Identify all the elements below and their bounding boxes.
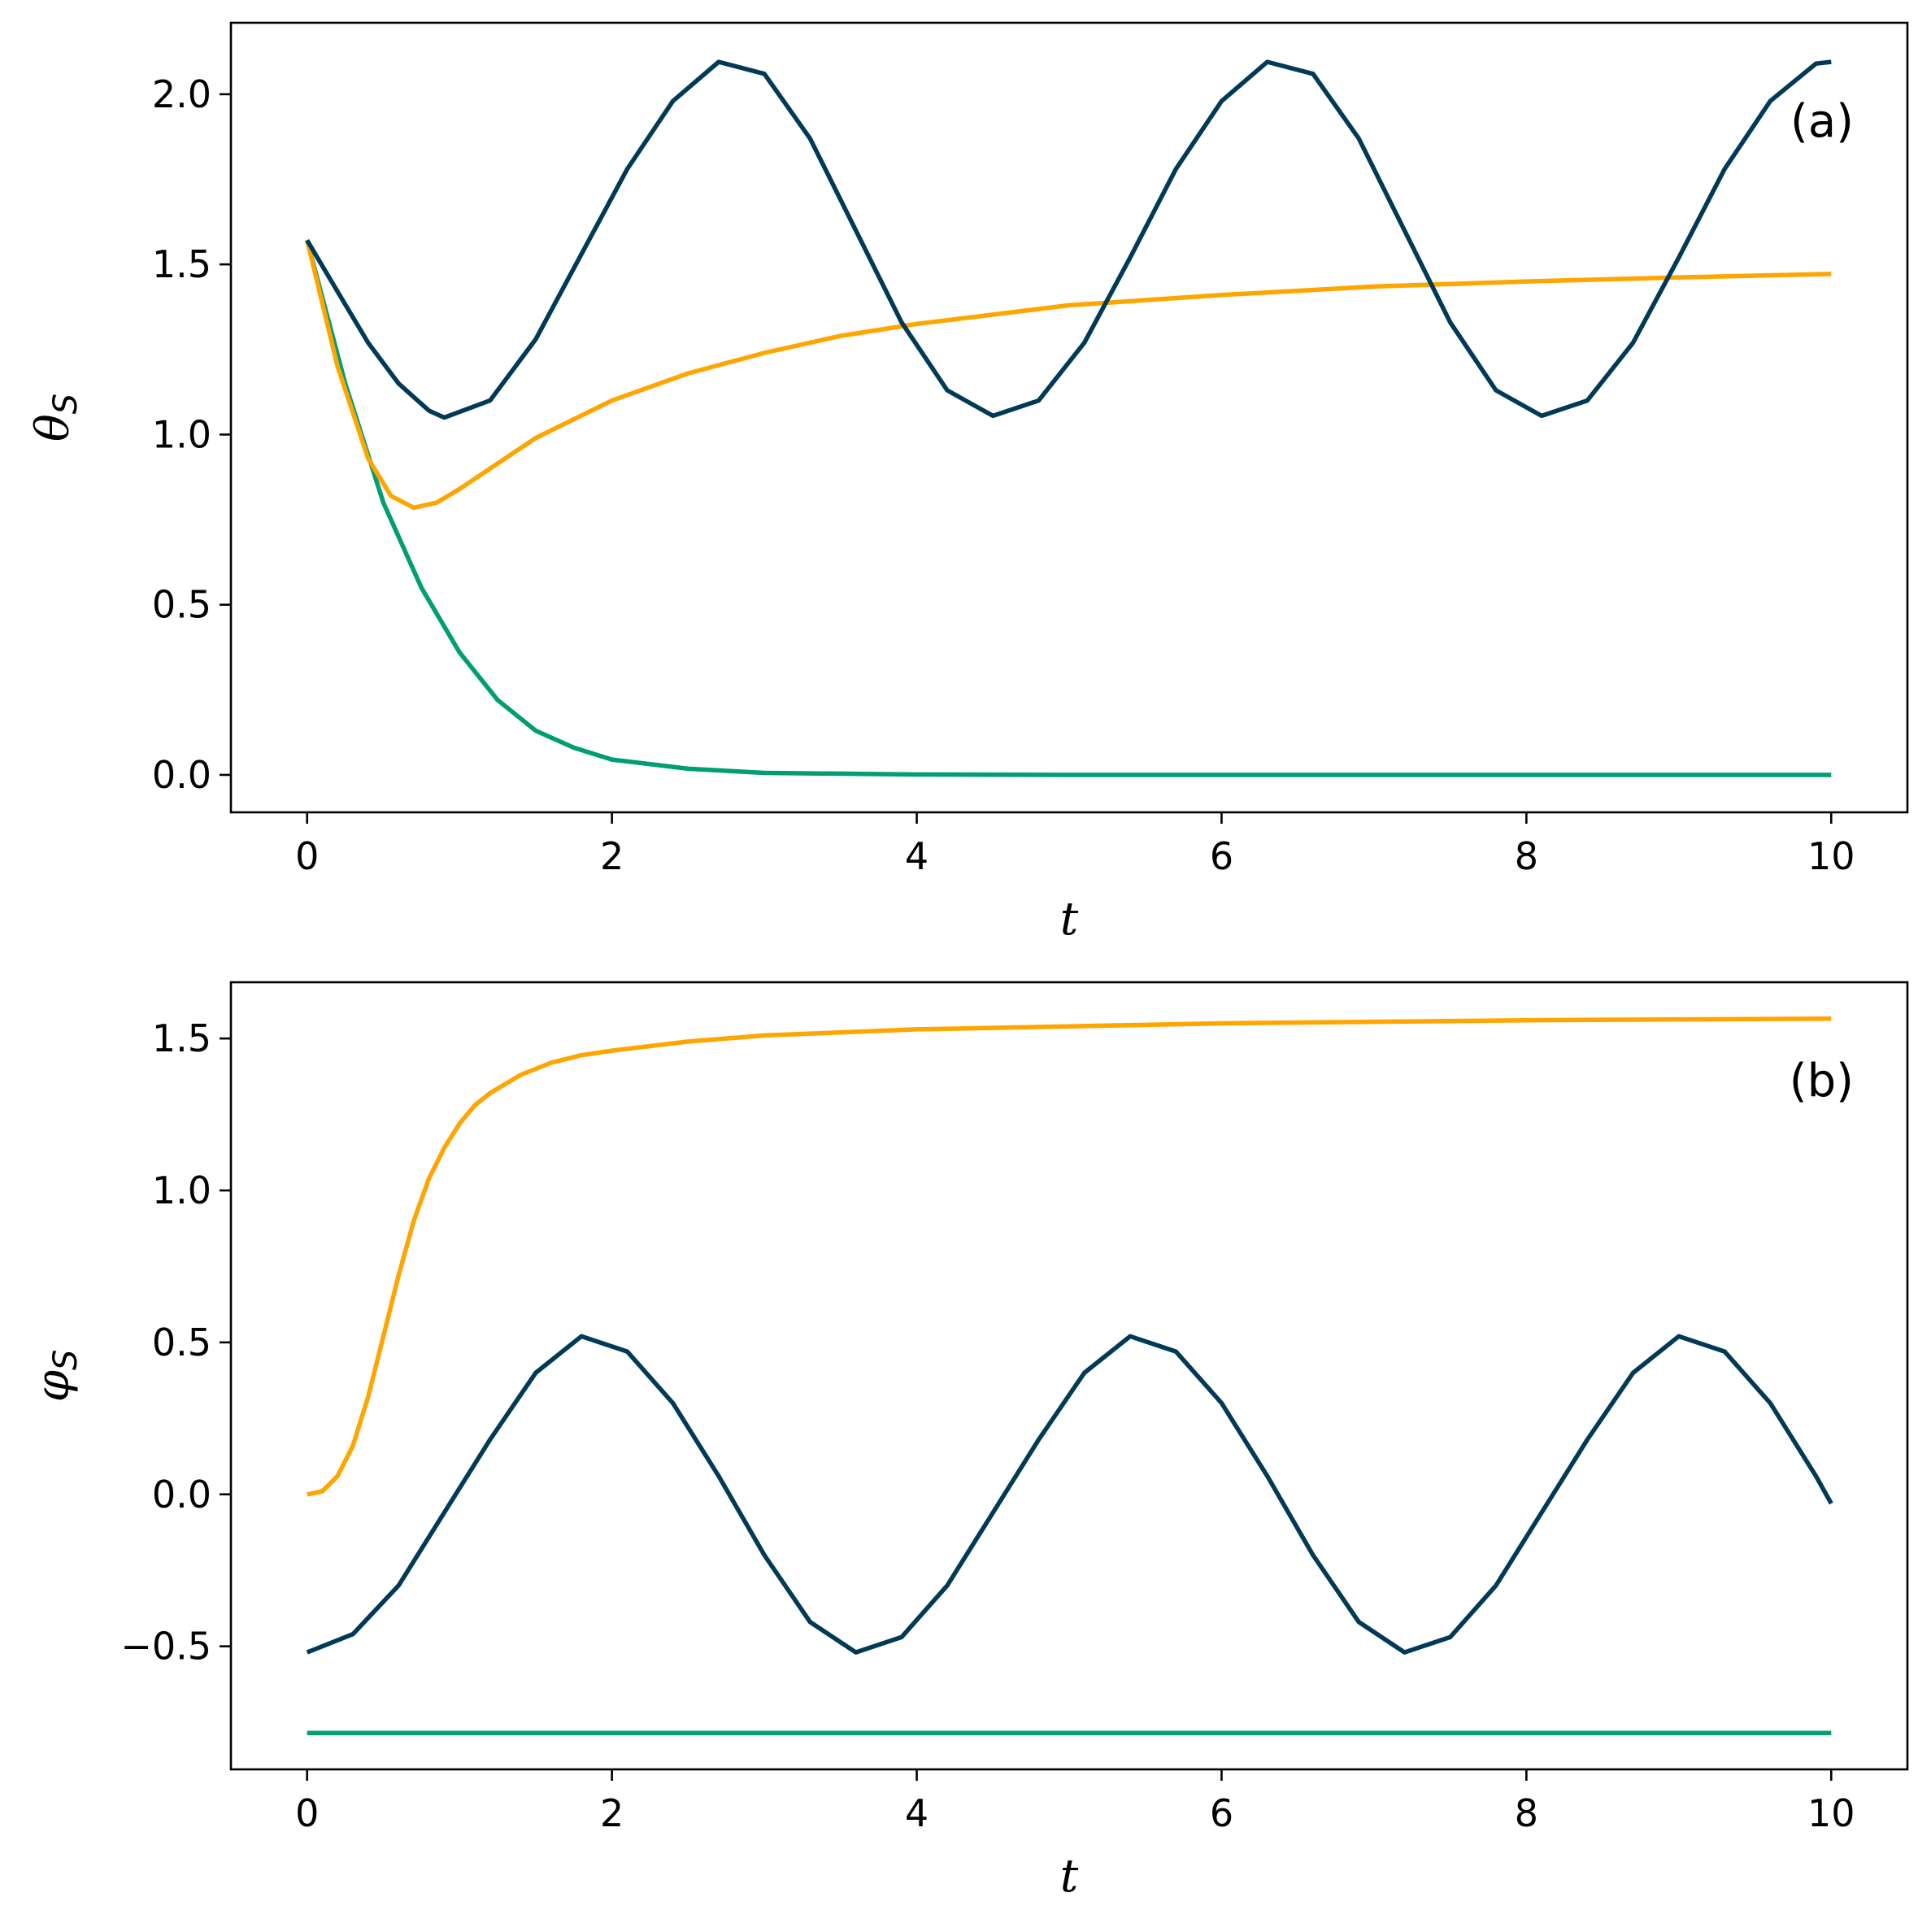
y-axis-label: θS (27, 394, 85, 442)
x-axis-label: t (1060, 893, 1079, 946)
panel-label: (b) (1790, 1055, 1854, 1107)
series-line-2 (305, 239, 1832, 511)
series-group (305, 59, 1832, 777)
series-line-3 (305, 59, 1832, 420)
x-tick-label: 4 (905, 1791, 929, 1835)
x-tick-label: 4 (905, 834, 929, 878)
series-line-1 (305, 239, 1832, 777)
series-line-3 (306, 1334, 1833, 1655)
plot-frame (229, 981, 1909, 1771)
y-tick-label: 1.5 (152, 1016, 211, 1060)
y-tick-label: 1.0 (152, 412, 211, 456)
y-tick-label: 1.0 (152, 1168, 211, 1212)
x-tick-label: 8 (1515, 1791, 1538, 1835)
x-axis-label: t (1060, 1850, 1079, 1903)
plot-frame (229, 21, 1909, 814)
x-tick-label: 6 (1210, 834, 1233, 878)
x-tick-label: 8 (1515, 834, 1538, 878)
panel-a: 0 2 4 6 8 10 0.0 0.5 1.0 1.5 2.0 t θS (a) (27, 21, 1909, 946)
panel-label: (a) (1790, 95, 1854, 148)
y-axis-label: φS (27, 1350, 85, 1403)
y-tick-label: 0.5 (152, 1321, 211, 1364)
series-line-2 (307, 1016, 1832, 1497)
y-tick-label: 0.0 (152, 1473, 211, 1516)
x-tick-label: 0 (295, 1791, 319, 1835)
x-tick-label: 2 (600, 1791, 624, 1835)
y-tick-label: 1.5 (152, 242, 211, 286)
x-tick-label: 0 (295, 834, 319, 878)
y-tick-label: 2.0 (152, 72, 211, 116)
y-tick-label: −0.5 (120, 1625, 211, 1669)
y-tick-label: 0.0 (152, 753, 211, 797)
panel-b: 0 2 4 6 8 10 −0.5 0.0 0.5 1.0 1.5 t φS (b) (27, 981, 1909, 1903)
y-tick-label: 0.5 (152, 583, 211, 627)
x-tick-label: 10 (1807, 834, 1855, 878)
x-tick-label: 10 (1807, 1791, 1855, 1835)
x-tick-label: 6 (1210, 1791, 1233, 1835)
series-group (306, 1016, 1833, 1735)
x-tick-label: 2 (600, 834, 624, 878)
